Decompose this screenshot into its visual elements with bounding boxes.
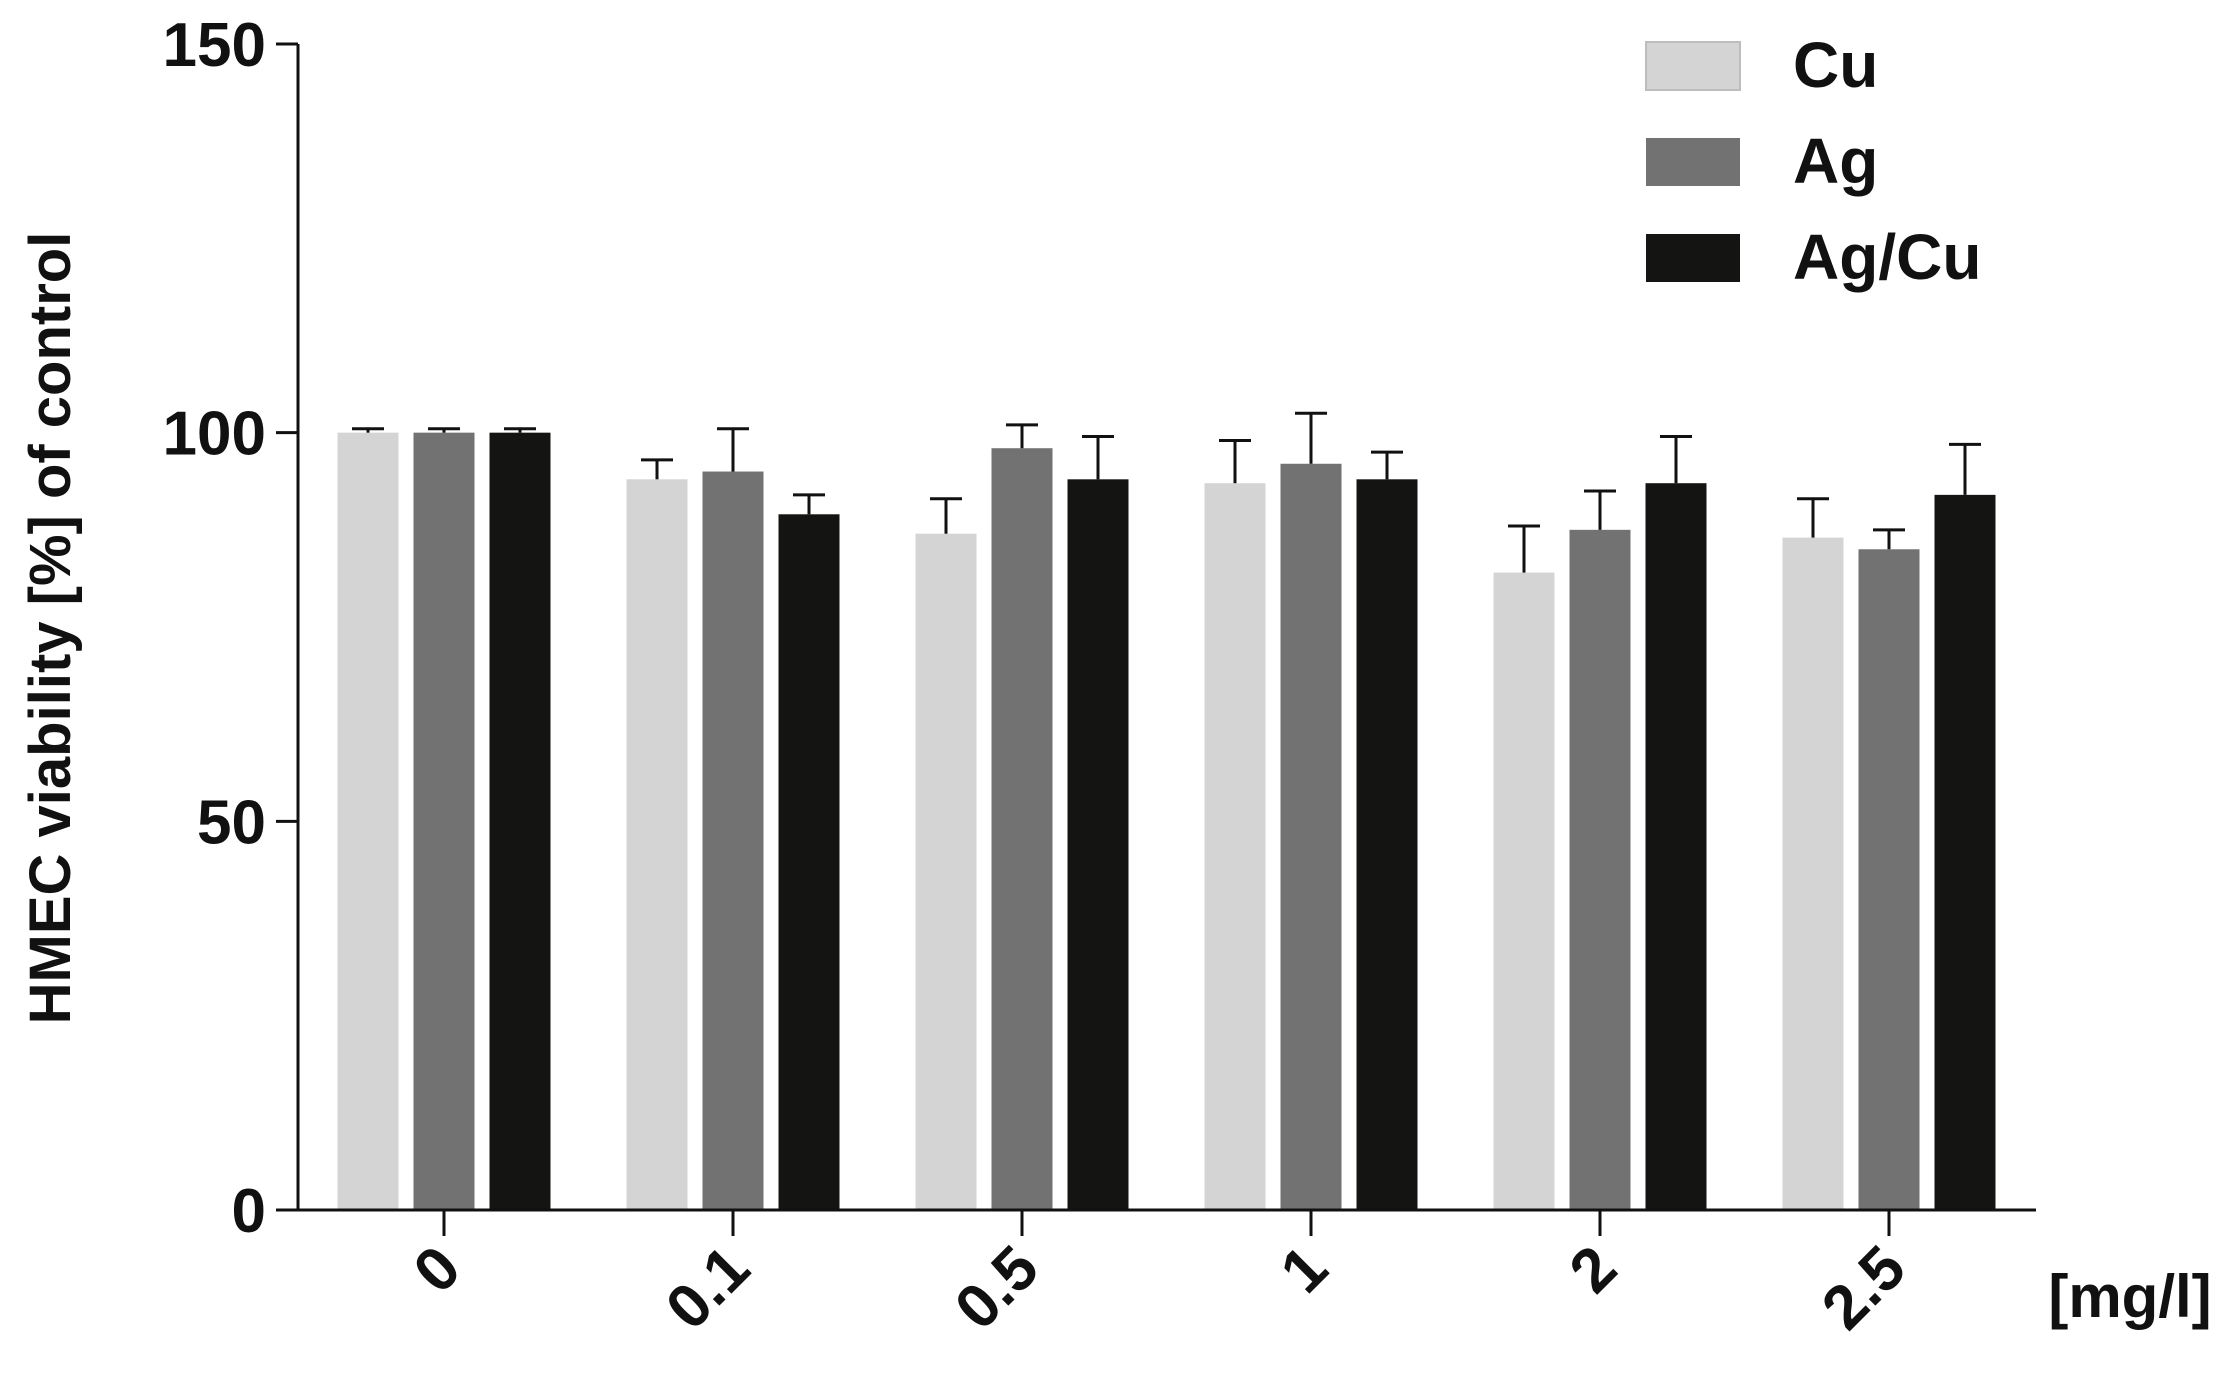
bar-ag-cu-0.1 (778, 514, 840, 1210)
bar-cu-2 (1493, 572, 1555, 1210)
bar-ag-cu-0.5 (1067, 479, 1129, 1211)
bar-cu-2.5 (1782, 537, 1844, 1210)
x-tick-label: 2.5 (1809, 1233, 1919, 1343)
legend-label: Cu (1793, 29, 1878, 101)
error-bars-layer (352, 411, 1981, 573)
y-ticks: 0 50 100 150 (163, 11, 298, 1246)
bar-ag-cu-2.5 (1934, 494, 1996, 1210)
bars-layer (337, 432, 1996, 1211)
axes-layer (296, 44, 2036, 1212)
bar-ag-2.5 (1858, 549, 1920, 1210)
y-axis-title: HMEC viability [%] of control (18, 232, 83, 1025)
legend-swatch-ag-cu (1646, 234, 1740, 282)
x-tick-label: 0.1 (653, 1233, 763, 1343)
bar-cu-0 (337, 432, 399, 1211)
legend-swatch-ag (1646, 138, 1740, 186)
bar-ag-2 (1569, 529, 1631, 1210)
y-tick-label: 150 (163, 11, 266, 80)
bar-ag-0.1 (702, 471, 764, 1210)
bar-ag-cu-2 (1645, 483, 1707, 1210)
bar-ag-cu-1 (1356, 479, 1418, 1211)
x-tick-label: 0 (401, 1233, 474, 1306)
bar-cu-0.1 (626, 479, 688, 1211)
x-tick-label: 2 (1557, 1233, 1630, 1306)
bar-cu-1 (1204, 483, 1266, 1210)
x-unit-label: [mg/l] (2048, 1263, 2211, 1330)
legend-label: Ag (1793, 125, 1878, 197)
y-tick-label: 50 (197, 788, 266, 857)
y-tick-label: 0 (232, 1177, 266, 1246)
legend: Cu Ag Ag/Cu (1645, 29, 1981, 293)
bar-ag-0.5 (991, 448, 1053, 1210)
y-tick-label: 100 (163, 400, 266, 469)
bar-ag-1 (1280, 463, 1342, 1210)
legend-swatch-cu (1645, 41, 1741, 91)
legend-label: Ag/Cu (1793, 221, 1981, 293)
x-ticks: 0 0.1 0.5 1 2 2.5 (401, 1210, 1919, 1343)
bar-cu-0.5 (915, 533, 977, 1210)
x-tick-label: 1 (1268, 1233, 1341, 1306)
bar-ag-0 (413, 432, 475, 1211)
x-tick-label: 0.5 (942, 1233, 1052, 1343)
bar-ag-cu-0 (489, 432, 551, 1211)
